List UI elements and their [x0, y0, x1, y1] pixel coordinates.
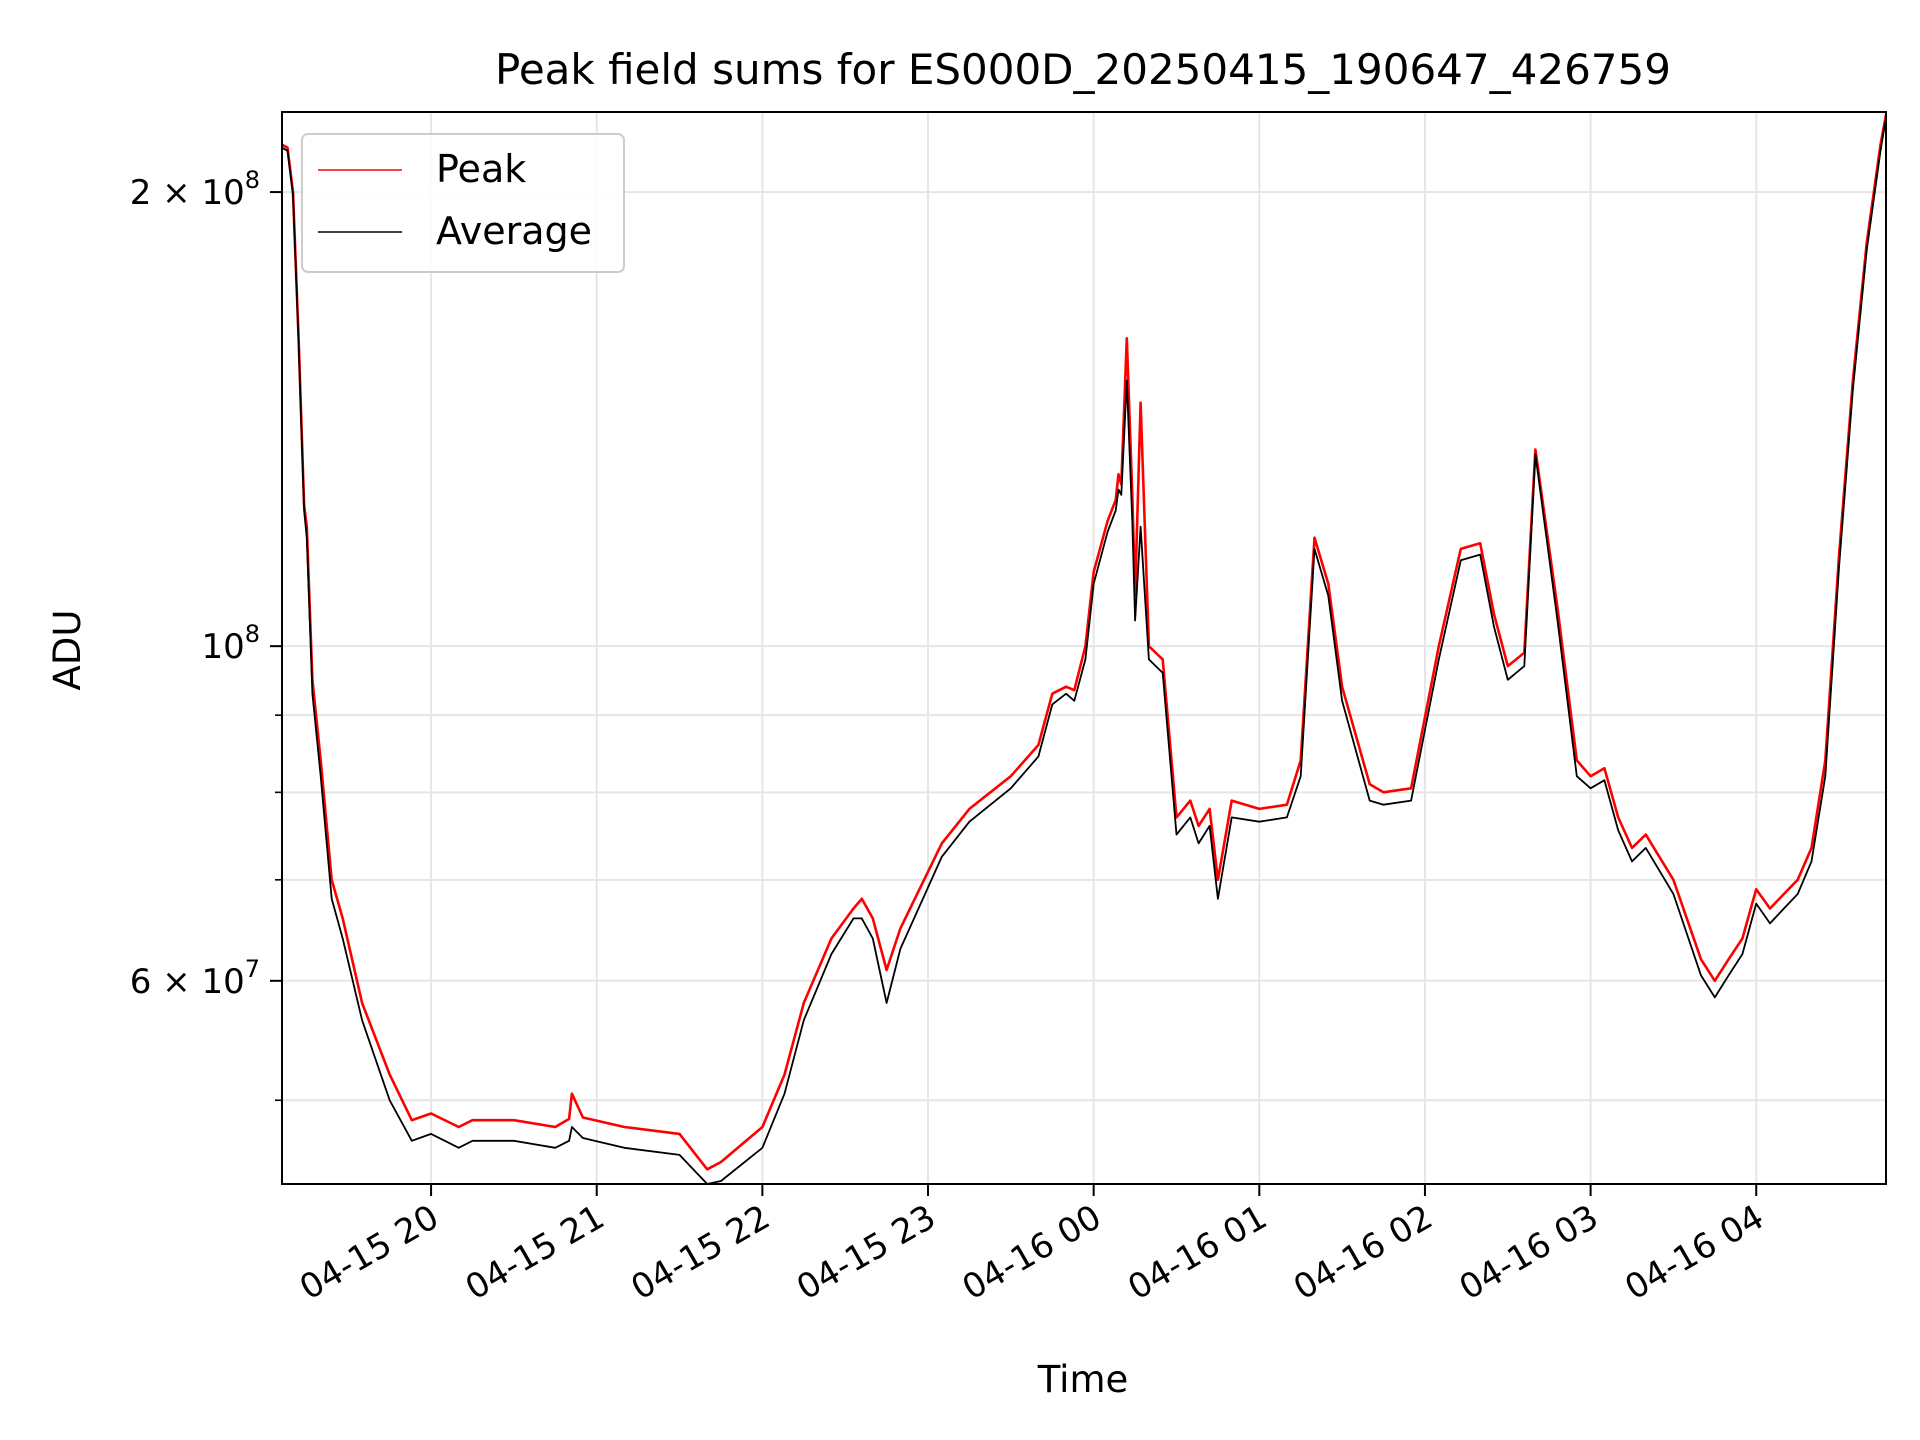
x-axis-label: Time — [1037, 1358, 1129, 1401]
legend-average-label: Average — [436, 209, 592, 253]
y-tick-label: 108 — [201, 620, 260, 667]
y-axis-label: ADU — [46, 610, 89, 691]
legend-peak-label: Peak — [436, 147, 526, 191]
y-tick-label: 6 × 107 — [130, 955, 260, 1002]
legend: Peak Average — [301, 133, 625, 273]
series-lines — [282, 114, 1886, 1184]
y-tick-label: 2 × 108 — [130, 166, 260, 213]
legend-box — [301, 133, 625, 273]
plot-frame — [281, 111, 1887, 1185]
series-line-average — [282, 117, 1886, 1184]
chart-title: Peak field sums for ES000D_20250415_1906… — [495, 45, 1671, 94]
grid — [282, 112, 1886, 1184]
